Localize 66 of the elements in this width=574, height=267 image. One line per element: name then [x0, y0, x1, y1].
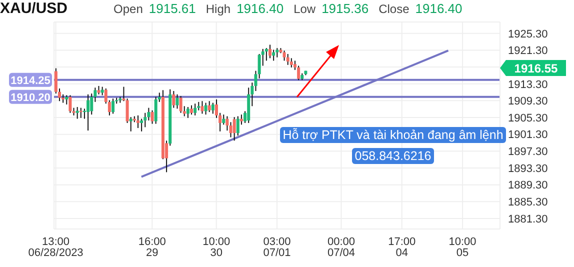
text: 1916.55	[514, 62, 558, 76]
x-tick-label: 17:00 04	[388, 236, 416, 259]
candlestick	[211, 102, 214, 114]
y-tick-label: 1885.30	[508, 196, 548, 209]
text: Close	[378, 2, 410, 16]
candlestick	[282, 50, 286, 62]
x-tick-label: 03:00 07/01	[263, 236, 291, 259]
x-tick-label: 10:00 05	[448, 236, 476, 259]
y-tick-label: 1921.30	[508, 45, 548, 58]
candlestick	[76, 106, 79, 120]
candlestick	[179, 96, 182, 114]
text: 1915.61	[148, 1, 196, 16]
text: 1916.40	[236, 1, 284, 16]
candlestick	[65, 94, 68, 105]
text: Open	[114, 2, 143, 16]
y-tick-label: 1889.30	[508, 180, 548, 192]
x-tick-label: 13:00 06/28/2023	[28, 236, 84, 259]
candlestick	[229, 122, 232, 138]
y-tick-label: 1905.30	[508, 112, 548, 124]
y-tick-label: 1901.30	[508, 129, 548, 142]
candlestick	[222, 114, 226, 126]
candlestick	[258, 53, 261, 79]
candlestick	[226, 116, 229, 132]
candlestick	[172, 90, 176, 108]
x-tick-label: 00:00 07/04	[327, 236, 355, 259]
annotation: Hỗ trợ PTKT và tài khoản đang âm lệnh	[280, 127, 506, 143]
y-tick-label: 1893.30	[508, 162, 548, 175]
candlestick	[232, 116, 236, 142]
candlestick	[68, 94, 72, 114]
y-tick-label: 1881.30	[508, 213, 548, 226]
candlestick	[236, 116, 240, 136]
ref-line-label: 1914.25	[10, 74, 50, 87]
candlestick	[276, 48, 279, 58]
candlestick	[200, 100, 204, 114]
candlestick	[150, 110, 154, 124]
x-tick-label: 16:00 29	[138, 236, 166, 259]
candlestick	[122, 86, 126, 102]
candlestick	[290, 58, 293, 68]
x-tick-label: 10:00 30	[202, 236, 230, 259]
candlestick	[129, 116, 132, 132]
candlestick	[176, 94, 179, 110]
y-tick-label: 1925.30	[508, 28, 548, 40]
y-tick-label: 1897.30	[508, 146, 548, 158]
text: 1916.40	[415, 1, 462, 16]
candlestick	[190, 104, 194, 116]
candlestick	[154, 96, 158, 124]
candlestick	[204, 102, 208, 116]
text: High	[206, 2, 231, 16]
candlestick	[186, 106, 190, 118]
y-tick-label: 1909.30	[508, 96, 548, 108]
text: Low	[294, 2, 316, 16]
text: 1915.36	[322, 1, 369, 16]
candlestick	[144, 112, 147, 128]
candlestick	[86, 94, 90, 132]
candlestick	[268, 44, 272, 59]
candlestick	[240, 114, 243, 126]
ref-line-label: 1910.20	[10, 92, 50, 104]
annotation: 058.843.6216	[352, 148, 434, 164]
candlestick	[136, 114, 140, 129]
candlestick	[112, 98, 115, 114]
candlestick	[208, 100, 211, 113]
candlestick	[272, 49, 276, 62]
y-tick-label: 1913.30	[508, 78, 548, 91]
candlestick	[286, 53, 290, 66]
candlestick	[194, 103, 197, 116]
chart-title: XAU/USD	[0, 0, 68, 17]
